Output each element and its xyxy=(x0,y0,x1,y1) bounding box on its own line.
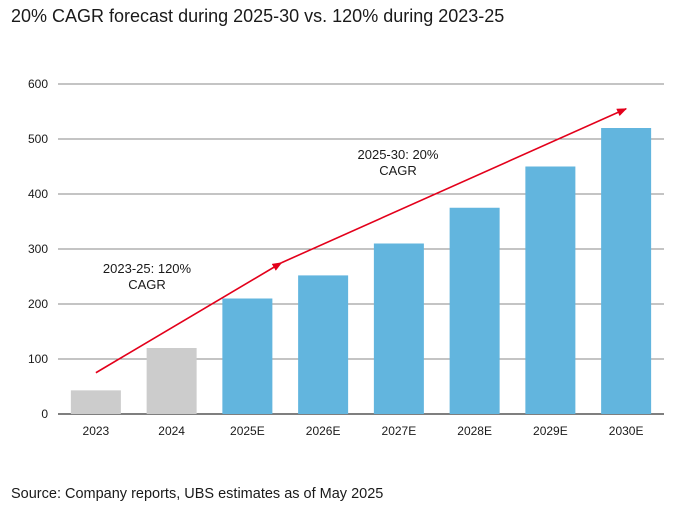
x-category-label: 2026E xyxy=(306,424,341,438)
cagr-annotation-text: CAGR xyxy=(128,277,166,292)
chart-title: 20% CAGR forecast during 2025-30 vs. 120… xyxy=(11,6,505,26)
bar-2029e xyxy=(525,166,576,414)
y-axis-tick-labels: 0 100 200 300 400 500 600 xyxy=(28,77,48,421)
chart-source-note: Source: Company reports, UBS estimates a… xyxy=(11,486,384,502)
bar-2023 xyxy=(70,390,121,414)
cagr-arrow xyxy=(281,108,628,264)
y-tick-label: 600 xyxy=(28,77,48,91)
y-tick-label: 100 xyxy=(28,352,48,366)
cagr-annotation-text: 2025-30: 20% xyxy=(358,147,439,162)
cagr-arrow xyxy=(95,262,283,374)
cagr-annotation-text: CAGR xyxy=(379,163,417,178)
x-category-label: 2028E xyxy=(457,424,492,438)
x-axis-category-labels: 2023 2024 2025E 2026E 2027E 2028E 2029E 2030E xyxy=(83,424,644,438)
bar-2025e xyxy=(222,298,273,414)
x-category-label: 2025E xyxy=(230,424,265,438)
cagr-annotation-text: 2023-25: 120% xyxy=(103,261,192,276)
y-tick-label: 300 xyxy=(28,242,48,256)
cagr-arrows xyxy=(95,108,628,374)
bar-2024 xyxy=(146,348,197,414)
y-tick-label: 0 xyxy=(41,407,48,421)
y-tick-label: 400 xyxy=(28,187,48,201)
x-category-label: 2023 xyxy=(83,424,110,438)
bar-2026e xyxy=(298,275,349,414)
y-tick-label: 500 xyxy=(28,132,48,146)
x-category-label: 2030E xyxy=(609,424,644,438)
x-category-label: 2027E xyxy=(382,424,417,438)
y-tick-label: 200 xyxy=(28,297,48,311)
x-category-label: 2029E xyxy=(533,424,568,438)
x-category-label: 2024 xyxy=(158,424,185,438)
bar-2027e xyxy=(373,243,424,414)
bar-2028e xyxy=(449,207,500,414)
bar-2030e xyxy=(601,128,652,414)
bars xyxy=(70,128,652,414)
